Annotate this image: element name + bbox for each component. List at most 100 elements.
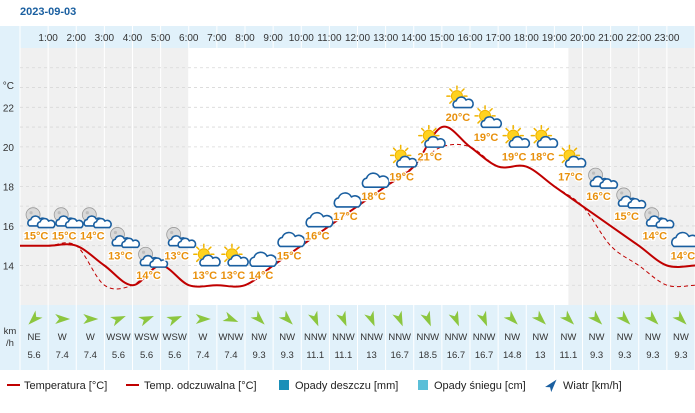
legend-wind-arrow-shape (545, 379, 557, 393)
sun-ray (392, 159, 397, 164)
sun-ray (561, 147, 566, 152)
wind-arrow-shape (222, 311, 239, 323)
sun-ray (477, 120, 481, 124)
wind-arrow-icon (110, 315, 126, 327)
hour-label: 20:00 (570, 33, 595, 44)
wind-direction-label: NW (645, 332, 661, 343)
wind-direction-label: NW (561, 332, 577, 343)
wind-arrow-icon (420, 310, 431, 327)
cloud-shape (177, 237, 197, 249)
sun-ray (533, 127, 538, 132)
partly-cloudy-night-icon (25, 207, 56, 229)
wind-direction-label: NNW (332, 332, 355, 343)
wind-speed-label: 5.6 (112, 350, 125, 361)
cloudy-icon (249, 251, 278, 268)
wind-direction-label: NNW (416, 332, 439, 343)
wind-arrow-icon (476, 310, 488, 327)
wind-speed-label: 9.3 (618, 350, 631, 361)
temperature-label: 19°C (502, 152, 527, 164)
wind-arrow-icon (448, 310, 459, 327)
temperature-label: 17°C (558, 171, 583, 183)
wind-arrow-icon (278, 310, 293, 325)
wind-unit-label: km (4, 326, 17, 337)
hour-label: 19:00 (542, 33, 567, 44)
wind-arrow-shape (503, 310, 518, 325)
y-tick-label: 16 (3, 222, 15, 233)
legend-label-snow: Opady śniegu [cm] (434, 380, 526, 392)
wind-arrow-shape (55, 314, 71, 324)
temperature-label: 14°C (643, 231, 668, 243)
wind-arrow-icon (83, 314, 99, 324)
wind-speed-label: 7.4 (84, 350, 97, 361)
wind-arrow-shape (588, 310, 603, 325)
legend-swatch-snow (418, 380, 428, 390)
cloudy-icon (305, 211, 334, 228)
temperature-label: 19°C (474, 132, 499, 144)
wind-direction-label: NW (532, 332, 548, 343)
hour-label: 6:00 (179, 33, 199, 44)
cloud-shape (536, 135, 559, 148)
wind-speed-label: 13 (535, 350, 546, 361)
sun-ray (224, 246, 228, 251)
partly-cloudy-day-icon (193, 243, 221, 267)
y-tick-label: 20 (3, 143, 15, 154)
cloud-shape (199, 254, 221, 267)
hour-label: 10:00 (289, 33, 314, 44)
wind-arrow-icon (644, 310, 659, 325)
wind-arrow-icon (166, 315, 183, 327)
wind-arrow-icon (55, 314, 71, 324)
wind-arrow-icon (222, 311, 239, 323)
wind-arrow-shape (448, 310, 459, 327)
y-tick-label: 22 (3, 103, 15, 114)
hour-label: 3:00 (95, 33, 115, 44)
wind-arrow-icon (392, 310, 403, 327)
hour-label: 11:00 (317, 33, 342, 44)
sun-ray (195, 246, 200, 251)
hour-label: 14:00 (401, 33, 426, 44)
temperature-label: 14°C (249, 270, 274, 282)
wind-direction-label: NW (673, 332, 689, 343)
wind-arrow-icon (503, 310, 518, 325)
wind-speed-label: 5.6 (140, 350, 153, 361)
wind-arrow-shape (336, 310, 347, 327)
wind-speed-label: 11.1 (335, 350, 353, 361)
wind-direction-label: NW (279, 332, 295, 343)
cloud-shape (671, 231, 695, 248)
cloud-shape (64, 217, 84, 229)
partly-cloudy-night-icon (166, 227, 197, 249)
sun-ray (420, 139, 425, 144)
moon-crater (591, 171, 596, 175)
wind-arrow-shape (110, 315, 126, 327)
legend-label-feels-like: Temp. odczuwalna [°C] (144, 380, 257, 392)
partly-cloudy-day-icon (389, 144, 418, 168)
wind-speed-label: 7.4 (56, 350, 69, 361)
partly-cloudy-day-icon (221, 243, 249, 267)
wind-direction-label: NE (27, 332, 40, 343)
sun-ray (517, 127, 522, 132)
temperature-label: 15°C (52, 231, 77, 243)
y-tick-label: 18 (3, 182, 15, 193)
wind-speed-label: 9.3 (590, 350, 603, 361)
wind-speed-label: 11.1 (560, 350, 578, 361)
wind-arrow-shape (308, 310, 319, 327)
cloudy-icon (361, 172, 390, 188)
wind-speed-label: 5.6 (27, 350, 40, 361)
wind-speed-label: 9.3 (646, 350, 659, 361)
moon-crater (620, 191, 624, 195)
wind-arrow-shape (644, 310, 659, 325)
wind-direction-label: NW (251, 332, 267, 343)
hour-label: 4:00 (123, 33, 143, 44)
wind-direction-label: WNW (219, 332, 244, 343)
wind-direction-label: WSW (106, 332, 130, 343)
wind-direction-label: NW (504, 332, 520, 343)
wind-arrow-icon (672, 310, 687, 325)
partly-cloudy-day-icon (530, 124, 559, 148)
wind-speed-label: 9.3 (281, 350, 294, 361)
temperature-label: 15°C (614, 211, 639, 223)
wind-arrow-shape (278, 310, 293, 325)
sun-ray (449, 100, 453, 104)
wind-arrow-shape (616, 310, 631, 325)
wind-speed-label: 7.4 (224, 350, 237, 361)
partly-cloudy-day-icon (418, 124, 446, 148)
